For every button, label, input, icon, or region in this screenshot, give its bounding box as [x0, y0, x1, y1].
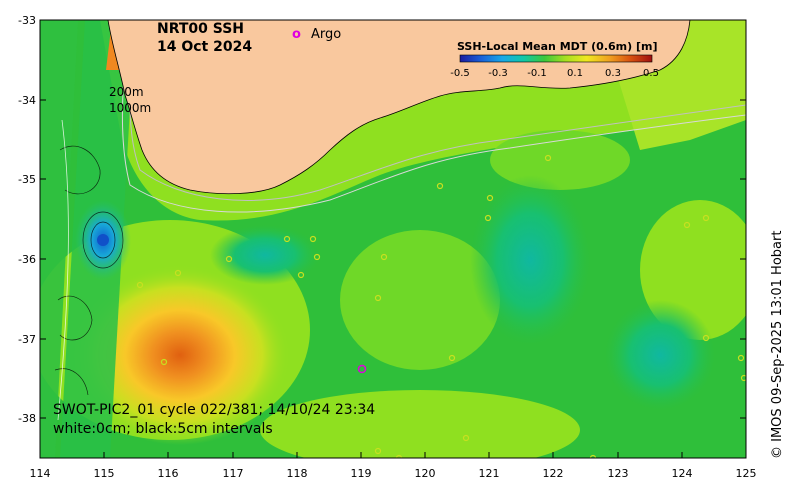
credit-label: © IMOS 09-Sep-2025 13:01 Hobart [770, 231, 785, 459]
map-field [40, 20, 746, 458]
isobath-200m [129, 20, 746, 201]
y-tick: -36 [18, 253, 36, 266]
argo-highlight-marker [357, 364, 367, 374]
isobath-200m-label: 200m [109, 85, 144, 99]
x-tick: 123 [608, 467, 629, 480]
y-tick: -34 [18, 94, 36, 107]
x-tick: 116 [158, 467, 179, 480]
argo-legend-label: Argo [311, 27, 341, 42]
colorbar-tick: -0.5 [450, 68, 470, 79]
x-tick: 125 [736, 467, 757, 480]
colorbar-tick: -0.1 [527, 68, 547, 79]
swath-eddy-core [97, 234, 109, 246]
y-tick: -35 [18, 173, 36, 186]
argo-legend-icon: o [292, 27, 301, 42]
swot-caption: SWOT-PIC2_01 cycle 022/381; 14/10/24 23:… [53, 402, 375, 418]
cool-trough [470, 175, 590, 345]
x-tick: 121 [479, 467, 500, 480]
central-positive-lobe [340, 230, 500, 370]
colorbar: SSH-Local Mean MDT (0.6m) [m] -0.5 -0.3 … [450, 40, 659, 79]
map-title: NRT00 SSH [157, 21, 244, 37]
x-axis: 114 115 116 117 118 119 120 121 122 123 … [30, 452, 757, 480]
warm-eddy [70, 265, 290, 445]
x-tick: 120 [415, 467, 436, 480]
cool-patch-east [605, 300, 715, 410]
land-mass [107, 20, 691, 195]
map-date: 14 Oct 2024 [157, 39, 252, 55]
argo-markers [136, 154, 746, 458]
swot-contours [54, 145, 124, 396]
x-tick: 115 [94, 467, 115, 480]
northeast-positive-lobe [490, 130, 630, 190]
isobath-1000m-label: 1000m [109, 101, 151, 115]
y-tick: -33 [18, 14, 36, 27]
colorbar-tick: 0.3 [605, 68, 621, 79]
swot-swath-west [40, 20, 78, 458]
x-tick: 114 [30, 467, 51, 480]
swot-zero-contour [57, 119, 69, 421]
cool-patch-west [210, 225, 320, 285]
x-tick: 119 [351, 467, 372, 480]
x-tick: 124 [672, 467, 693, 480]
x-tick: 118 [287, 467, 308, 480]
colorbar-tick: -0.3 [488, 68, 508, 79]
swot-contour-note: white:0cm; black:5cm intervals [53, 421, 273, 437]
isobath-1000m [121, 20, 746, 213]
x-tick: 122 [543, 467, 564, 480]
y-axis: -33 -34 -35 -36 -37 -38 [18, 14, 746, 425]
south-positive-lobe [260, 390, 580, 458]
y-tick: -37 [18, 333, 36, 346]
colorbar-title: SSH-Local Mean MDT (0.6m) [m] [457, 40, 657, 53]
colorbar-tick: 0.5 [643, 68, 659, 79]
colorbar-tick: 0.1 [567, 68, 583, 79]
y-tick: -38 [18, 412, 36, 425]
x-tick: 117 [223, 467, 244, 480]
plot-frame [39, 19, 747, 459]
